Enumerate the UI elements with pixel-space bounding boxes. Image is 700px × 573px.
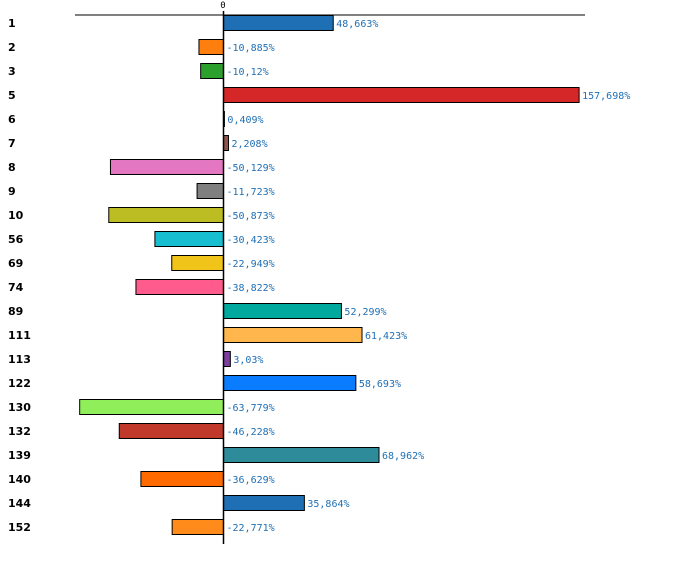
value-label: -22,771%: [227, 523, 275, 534]
bar: [154, 231, 224, 247]
bar: [223, 351, 231, 367]
category-label: 113: [8, 353, 31, 366]
value-label: -22,949%: [227, 259, 275, 270]
bar: [223, 495, 305, 511]
category-label: 7: [8, 137, 16, 150]
bar: [223, 303, 342, 319]
category-label: 6: [8, 113, 16, 126]
category-label: 139: [8, 449, 31, 462]
value-label: 35,864%: [307, 499, 349, 510]
category-label: 144: [8, 497, 31, 510]
value-label: -30,423%: [227, 235, 275, 246]
bar: [118, 423, 224, 439]
bar: [109, 159, 224, 175]
bar: [140, 471, 225, 487]
category-label: 1: [8, 17, 16, 30]
value-label: -10,12%: [227, 67, 269, 78]
value-label: 52,299%: [344, 307, 386, 318]
category-label: 3: [8, 65, 16, 78]
bar: [171, 255, 224, 271]
value-label: -10,885%: [227, 43, 275, 54]
value-label: 61,423%: [365, 331, 407, 342]
bar: [171, 519, 225, 535]
bar: [108, 207, 224, 223]
value-label: 48,663%: [336, 19, 378, 30]
category-label: 69: [8, 257, 23, 270]
value-label: -63,779%: [227, 403, 275, 414]
bar: [223, 87, 580, 103]
value-label: -11,723%: [227, 187, 275, 198]
value-label: 2,208%: [231, 139, 267, 150]
value-label: -50,129%: [227, 163, 275, 174]
bar: [223, 447, 380, 463]
category-label: 56: [8, 233, 24, 246]
category-label: 2: [8, 41, 16, 54]
value-label: 58,693%: [359, 379, 401, 390]
category-label: 5: [8, 89, 16, 102]
category-label: 132: [8, 425, 31, 438]
bar: [196, 183, 225, 199]
category-label: 8: [8, 161, 16, 174]
value-label: 157,698%: [582, 91, 630, 102]
value-label: -46,228%: [227, 427, 275, 438]
category-label: 10: [8, 209, 24, 222]
category-label: 74: [8, 281, 24, 294]
category-label: 140: [8, 473, 31, 486]
value-label: 68,962%: [382, 451, 424, 462]
bar: [223, 327, 363, 343]
bar: [200, 63, 224, 79]
value-label: 0,409%: [227, 115, 263, 126]
value-label: -38,822%: [227, 283, 275, 294]
bars-layer: 1 48,663% 2 -10,885% 3 -10,12% 5 157,698% 6 0,409…: [8, 15, 630, 535]
value-label: -36,629%: [227, 475, 275, 486]
category-label: 122: [8, 377, 31, 390]
value-label: -50,873%: [227, 211, 275, 222]
zero-tick-label: 0: [220, 1, 225, 11]
value-label: 3,03%: [233, 355, 263, 366]
bar: [223, 375, 357, 391]
bar: [135, 279, 224, 295]
category-label: 111: [8, 329, 31, 342]
bar: [223, 15, 334, 31]
bar: [198, 39, 225, 55]
category-label: 130: [8, 401, 31, 414]
category-label: 9: [8, 185, 16, 198]
category-label: 152: [8, 521, 31, 534]
bar: [79, 399, 224, 415]
category-label: 89: [8, 305, 23, 318]
